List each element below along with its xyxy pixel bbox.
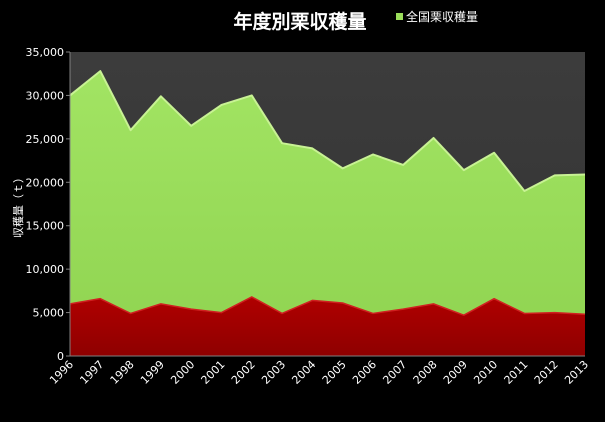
series-area-0 [70,71,585,357]
legend-swatch [396,13,403,20]
x-axis: 1996 1997 1998 1999 2000 2001 2002 2003 2004 2005… [47,355,591,387]
x-tick-label: 2012 [532,358,561,387]
series-areas [69,70,586,357]
y-tick-label: 20,000 [26,176,65,189]
x-tick-label: 2008 [411,358,440,387]
y-tick-label: 30,000 [26,89,65,102]
y-tick-label: 0 [57,350,64,363]
y-tick-label: 25,000 [26,133,65,146]
y-axis: 0 5,000 10,000 15,000 20,000 25,000 30,000 35,0… [26,46,71,363]
y-tick-label: 10,000 [26,263,65,276]
x-tick-label: 2006 [350,358,379,387]
series-area-1 [70,296,585,356]
x-tick-label: 2000 [168,358,197,387]
x-tick-label: 2011 [502,358,531,387]
x-tick-label: 1996 [47,358,76,387]
chart-title: 年度別栗収穫量 [233,10,366,33]
x-tick-label: 1999 [138,358,167,387]
legend: 全国栗収穫量 [396,9,478,24]
x-tick-label: 2009 [441,358,470,387]
y-tick-label: 15,000 [26,220,65,233]
x-tick-label: 1997 [77,358,106,387]
series-edge-0 [69,70,586,192]
x-tick-label: 2013 [562,358,591,387]
x-tick-label: 1998 [108,358,137,387]
x-tick-label: 2004 [289,358,318,387]
x-tick-label: 2007 [380,358,409,387]
x-tick-label: 2003 [259,358,288,387]
x-tick-label: 2002 [229,358,258,387]
legend-label: 全国栗収穫量 [406,9,478,24]
series-edge-1 [69,296,586,316]
x-tick-label: 2010 [471,358,500,387]
x-tick-label: 2001 [199,358,228,387]
y-tick-label: 35,000 [26,46,65,59]
y-tick-label: 5,000 [33,307,65,320]
y-axis-label: 収穫量（ｔ） [12,172,25,238]
x-tick-label: 2005 [320,358,349,387]
